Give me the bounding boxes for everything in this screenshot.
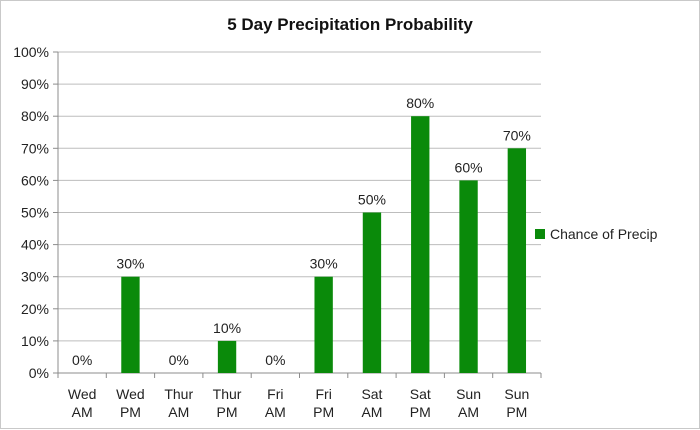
bars xyxy=(121,116,527,373)
bar xyxy=(411,116,430,373)
data-label: 70% xyxy=(503,127,531,143)
x-tick-label: Sun PM xyxy=(504,386,529,420)
x-tick-label-line: PM xyxy=(217,404,238,420)
x-tick-label-line: Sat xyxy=(361,386,382,402)
x-tick-label: Thur PM xyxy=(213,386,242,420)
bar xyxy=(314,276,333,373)
bar xyxy=(217,340,237,373)
x-tick-label-line: Sun xyxy=(504,386,529,402)
x-tick-label-line: Fri xyxy=(315,386,331,402)
bar xyxy=(121,276,140,373)
legend-label: Chance of Precip xyxy=(550,226,658,242)
x-tick-label-line: AM xyxy=(458,404,479,420)
x-tick-label: Sat PM xyxy=(410,386,431,420)
x-tick-label: Fri PM xyxy=(313,386,334,420)
data-label: 50% xyxy=(358,192,386,208)
y-axis-ticks: 0% 10% 20% 30% 40% 50% 60% 70% 80% 90% 100% xyxy=(13,44,49,381)
x-tick-label-line: PM xyxy=(506,404,527,420)
x-tick-label-line: Sun xyxy=(456,386,481,402)
y-tick-label: 100% xyxy=(13,44,49,60)
x-tick-label-line: AM xyxy=(265,404,286,420)
x-tick-label-line: AM xyxy=(168,404,189,420)
y-tick-label: 80% xyxy=(21,108,49,124)
x-tick-label-line: Fri xyxy=(267,386,283,402)
x-tick-label-line: Wed xyxy=(68,386,97,402)
x-tick-label-line: Thur xyxy=(164,386,193,402)
data-label: 60% xyxy=(455,159,483,175)
chart-title: 5 Day Precipitation Probability xyxy=(227,15,473,34)
data-label: 80% xyxy=(406,95,434,111)
legend: Chance of Precip xyxy=(535,226,658,242)
bar xyxy=(362,212,382,373)
y-tick-label: 30% xyxy=(21,269,49,285)
data-labels: 0% 30% 0% 10% 0% 30% 50% 80% 60% 70% xyxy=(72,95,531,368)
x-tick-label-line: PM xyxy=(120,404,141,420)
x-tick-label-line: PM xyxy=(313,404,334,420)
y-tick-label: 70% xyxy=(21,140,49,156)
y-tick-label: 20% xyxy=(21,301,49,317)
data-label: 0% xyxy=(265,352,285,368)
bar xyxy=(507,148,527,373)
x-tick-label: Sat AM xyxy=(361,386,382,420)
legend-swatch xyxy=(535,229,545,239)
x-tick-label-line: Sat xyxy=(410,386,431,402)
y-tick-label: 90% xyxy=(21,76,49,92)
y-tick-label: 60% xyxy=(21,172,49,188)
x-tick-label: Wed PM xyxy=(116,386,145,420)
y-tick-label: 0% xyxy=(29,365,49,381)
y-tick-label: 10% xyxy=(21,333,49,349)
data-label: 0% xyxy=(169,352,189,368)
x-tick-label: Sun AM xyxy=(456,386,481,420)
y-tick-label: 50% xyxy=(21,205,49,221)
x-tick-label-line: AM xyxy=(361,404,382,420)
data-label: 30% xyxy=(310,256,338,272)
x-tick-label: Thur AM xyxy=(164,386,193,420)
x-tick-label-line: Wed xyxy=(116,386,145,402)
x-tick-label-line: PM xyxy=(410,404,431,420)
x-tick-label-line: AM xyxy=(72,404,93,420)
bar xyxy=(459,180,478,373)
x-tick-label: Wed AM xyxy=(68,386,97,420)
data-label: 0% xyxy=(72,352,92,368)
data-label: 10% xyxy=(213,320,241,336)
y-tick-label: 40% xyxy=(21,237,49,253)
x-tick-label: Fri AM xyxy=(265,386,286,420)
data-label: 30% xyxy=(116,256,144,272)
x-tick-label-line: Thur xyxy=(213,386,242,402)
